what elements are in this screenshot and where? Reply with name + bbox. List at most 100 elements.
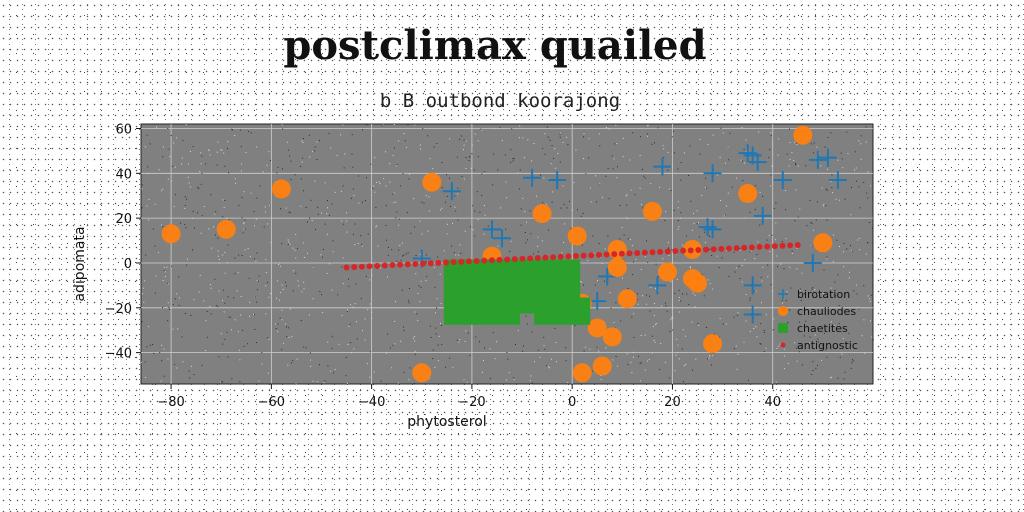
noise-dot [326, 213, 328, 215]
point-antignostic [595, 251, 602, 258]
noise-dot [301, 161, 303, 163]
point-antignostic [771, 243, 778, 250]
noise-dot [550, 163, 552, 165]
noise-dot [464, 340, 466, 342]
noise-dot [412, 337, 414, 339]
noise-dot [440, 209, 442, 211]
noise-dot [612, 168, 614, 170]
noise-dot [408, 173, 410, 175]
noise-dot [650, 286, 652, 288]
noise-dot [435, 312, 436, 314]
noise-dot [403, 329, 405, 331]
noise-dot [781, 299, 783, 301]
noise-dot [385, 205, 387, 207]
noise-dot [374, 157, 376, 159]
noise-dot [686, 293, 688, 295]
noise-dot [666, 310, 668, 312]
noise-dot [264, 206, 266, 208]
noise-dot [826, 258, 828, 260]
noise-dot [619, 238, 621, 240]
point-antignostic [481, 257, 488, 264]
noise-dot [303, 257, 305, 258]
noise-dot [709, 355, 711, 357]
noise-dot [719, 156, 721, 158]
noise-dot [199, 171, 201, 172]
noise-dot [473, 169, 475, 171]
noise-dot [677, 168, 679, 170]
noise-dot [224, 272, 226, 274]
noise-dot [704, 242, 706, 244]
noise-dot [398, 140, 400, 142]
noise-dot [341, 220, 343, 222]
noise-dot [709, 235, 710, 237]
noise-dot [223, 289, 225, 291]
noise-dot [421, 233, 423, 235]
point-birotation [482, 220, 501, 239]
noise-dot [685, 363, 687, 365]
point-antignostic [794, 242, 801, 249]
noise-dot [622, 137, 624, 139]
noise-dot [193, 374, 195, 375]
noise-dot [657, 127, 659, 129]
noise-dot [210, 287, 212, 289]
noise-dot [289, 155, 291, 157]
noise-dot [544, 133, 546, 135]
noise-dot [340, 134, 342, 136]
noise-dot [310, 366, 312, 367]
noise-dot [398, 224, 400, 226]
noise-dot [590, 201, 592, 203]
point-birotation [442, 182, 461, 201]
noise-dot [215, 305, 217, 307]
noise-dot [250, 132, 252, 134]
noise-dot [302, 138, 304, 139]
noise-dot [330, 147, 332, 149]
noise-dot [692, 292, 694, 294]
noise-dot [647, 133, 649, 135]
noise-dot [429, 325, 431, 327]
noise-dot [465, 157, 467, 159]
noise-dot [389, 347, 391, 349]
noise-dot [676, 352, 678, 354]
noise-dot [192, 211, 194, 212]
noise-dot [796, 142, 798, 144]
noise-dot [846, 131, 848, 133]
noise-dot [743, 162, 745, 164]
noise-dot [237, 331, 239, 333]
noise-dot [345, 375, 347, 377]
noise-dot [754, 209, 756, 211]
noise-dot [775, 202, 777, 204]
noise-dot [238, 254, 240, 256]
noise-dot [403, 326, 405, 328]
noise-dot [639, 155, 641, 156]
noise-dot [783, 348, 785, 350]
noise-dot [776, 255, 778, 257]
noise-dot [385, 151, 386, 153]
noise-dot [699, 139, 701, 140]
noise-dot [668, 255, 670, 256]
noise-dot [664, 361, 666, 363]
noise-dot [533, 143, 535, 144]
noise-dot [765, 347, 767, 349]
noise-dot [276, 172, 278, 174]
noise-dot [796, 360, 798, 362]
noise-dot [395, 301, 396, 303]
noise-dot [149, 344, 151, 346]
noise-dot [789, 309, 791, 311]
noise-dot [852, 359, 853, 361]
point-antignostic [618, 250, 625, 257]
noise-dot [796, 347, 798, 349]
noise-dot [850, 250, 852, 252]
noise-dot [526, 221, 527, 223]
noise-dot [217, 237, 219, 239]
noise-dot [847, 153, 849, 155]
noise-dot [607, 167, 609, 169]
noise-dot [613, 158, 615, 160]
noise-dot [537, 251, 539, 253]
noise-dot [728, 276, 730, 278]
noise-dot [633, 313, 635, 315]
noise-dot [812, 287, 814, 289]
noise-dot [432, 358, 434, 360]
noise-dot [783, 368, 785, 370]
noise-dot [181, 336, 183, 338]
noise-dot [696, 210, 698, 212]
